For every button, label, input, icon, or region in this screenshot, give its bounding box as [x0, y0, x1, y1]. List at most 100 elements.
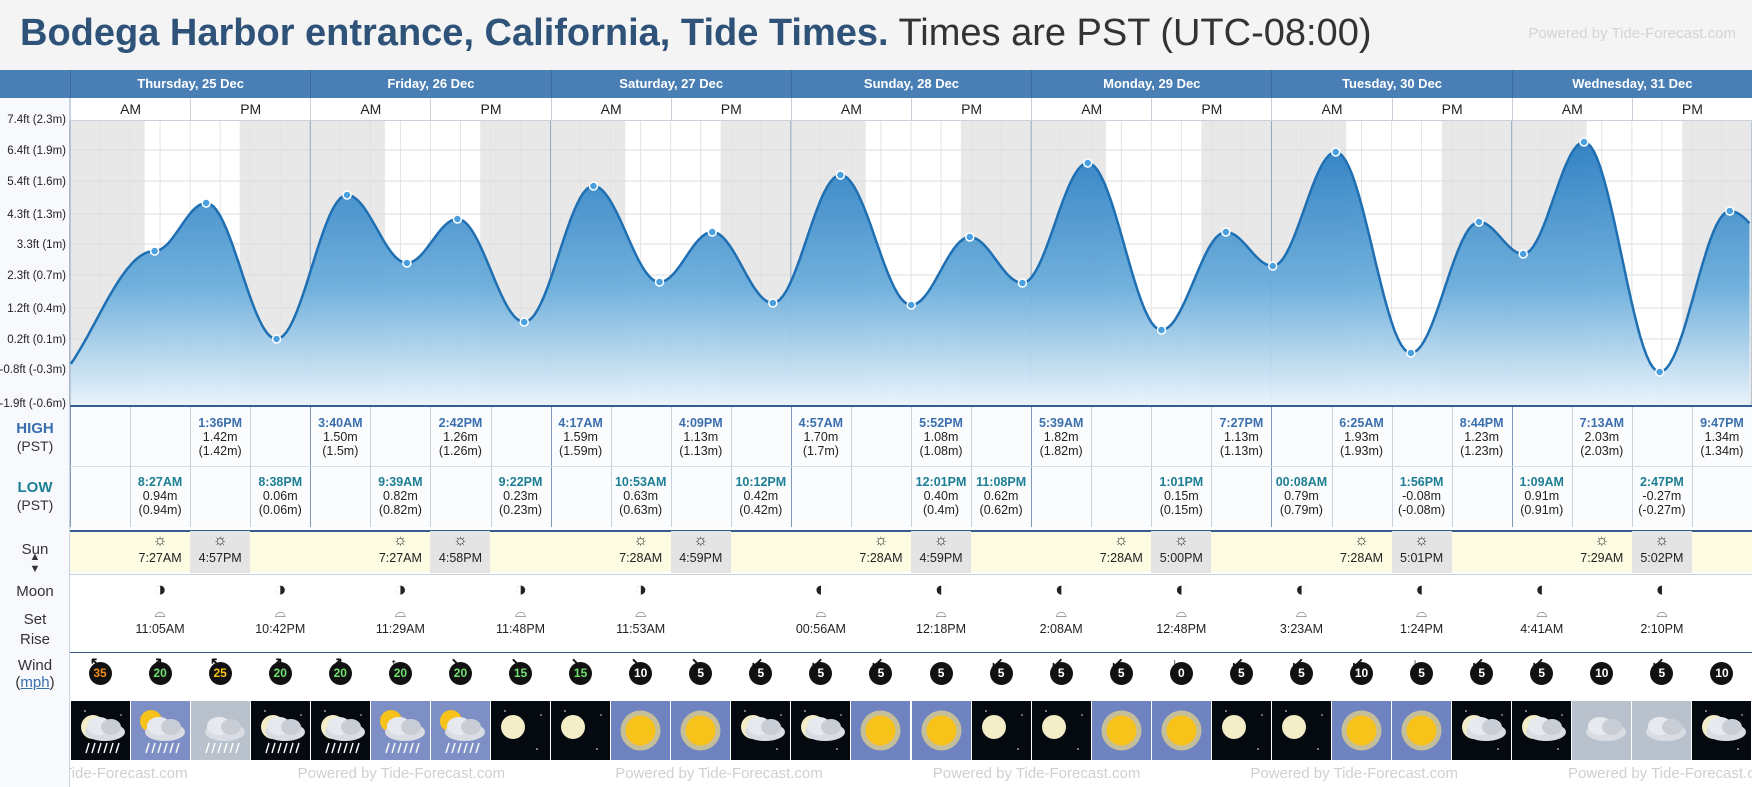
- powered-by-top[interactable]: Powered by Tide-Forecast.com: [1528, 25, 1736, 42]
- weather-day-rain-icon: [370, 701, 430, 760]
- daylight-band: [1105, 121, 1202, 405]
- weather-night-cloud-icon: [1452, 701, 1512, 760]
- pm-label: PM: [430, 98, 551, 121]
- daylight-band: [865, 121, 961, 405]
- sun-rise-cell: ☼ 7:28AM: [1099, 532, 1143, 565]
- low-tide-cell: 1:01PM 0.15m (0.15m): [1159, 475, 1204, 517]
- wind-unit-label: (mph): [15, 674, 55, 691]
- low-tide-cell: 8:27AM 0.94m (0.94m): [137, 475, 183, 517]
- column-divider: [1571, 407, 1573, 527]
- daylight-band: [1586, 121, 1683, 405]
- low-tide-cell: 9:39AM 0.82m (0.82m): [378, 475, 423, 517]
- weather-sun-icon: [1091, 701, 1151, 760]
- low-tide-cell: 1:56PM -0.08m (-0.08m): [1397, 475, 1446, 517]
- column-divider: [1271, 407, 1273, 527]
- tide-extreme-point: [588, 181, 599, 191]
- wind-cell: ↖ 35: [70, 656, 130, 692]
- tide-extreme-point: [519, 317, 529, 327]
- column-divider: [610, 407, 612, 527]
- wind-cell: ↖ 25: [190, 656, 250, 692]
- daylight-band: [625, 121, 721, 405]
- wind-cell: ↙ 5: [851, 656, 911, 692]
- column-divider: [310, 407, 312, 527]
- column-divider: [1691, 407, 1693, 527]
- wind-cell: ↓ 5: [1392, 656, 1452, 692]
- am-label: AM: [550, 98, 671, 121]
- wind-cell: ↗ 20: [250, 656, 310, 692]
- moon-set-cell: ◑ ⌓ 10:42PM: [255, 578, 306, 636]
- weather-night-cloud-icon: [1512, 701, 1572, 760]
- high-tide-cell: 4:57AM 1.70m (1.7m): [798, 416, 844, 458]
- rise-label: Rise: [19, 631, 50, 648]
- weather-night-clear-icon: [1211, 701, 1271, 760]
- weather-night-cloud-icon: [1692, 701, 1752, 760]
- low-sub-label: (PST): [16, 497, 54, 513]
- high-tide-cell: 8:44PM 1.23m (1.23m): [1459, 416, 1504, 458]
- column-divider: [70, 407, 71, 527]
- weather-night-rain-icon: [250, 701, 310, 760]
- column-divider: [190, 407, 192, 527]
- wind-cell: ↗ 20: [130, 656, 190, 692]
- weather-day-rain-icon: [430, 701, 490, 760]
- day-header: Tuesday, 30 Dec: [1271, 70, 1511, 98]
- sun-label: Sun: [21, 541, 49, 558]
- tide-area: [70, 142, 1750, 405]
- tide-extreme-point: [1017, 278, 1028, 288]
- high-tide-cell: 6:25AM 1.93m (1.93m): [1339, 416, 1384, 458]
- column-divider: [730, 407, 732, 527]
- day-header-bar: Thursday, 25 Dec Friday, 26 Dec Saturday, …: [0, 70, 1752, 98]
- moon-rise-cell: ◐ ⌓ 12:48PM: [1156, 578, 1207, 636]
- high-sub-label: (PST): [16, 438, 54, 454]
- wind-cell: ← 10: [1692, 656, 1752, 692]
- tide-extreme-point: [1156, 325, 1167, 335]
- wind-cell: ↙ 5: [1632, 656, 1692, 692]
- moon-set-cell: ◑ ⌓ 11:48PM: [495, 578, 546, 636]
- sun-set-cell: ☼ 4:59PM: [670, 531, 731, 573]
- weather-sun-icon: [611, 701, 671, 760]
- moon-rise-cell: ◐ ⌓ 12:18PM: [916, 578, 967, 636]
- wind-cell: ↙ 5: [1031, 656, 1091, 692]
- high-tide-cell: 7:13AM 2.03m (2.03m): [1579, 416, 1625, 458]
- sun-set-cell: ☼ 5:02PM: [1631, 531, 1692, 573]
- low-label: LOW: [17, 479, 53, 496]
- am-label: AM: [1511, 98, 1632, 121]
- moon-set-cell: ◐ ⌓ 4:41AM: [1520, 578, 1564, 636]
- weather-night-rain-icon: [310, 701, 370, 760]
- tide-extreme-point: [1474, 217, 1484, 227]
- set-label: Set: [23, 611, 47, 628]
- high-tide-cell: 1:36PM 1.42m (1.42m): [198, 416, 243, 458]
- wind-cell: ↙ 10: [1332, 656, 1392, 692]
- column-divider: [670, 407, 672, 527]
- high-tide-cell: 4:17AM 1.59m (1.59m): [558, 416, 603, 458]
- low-tide-cell: 10:53AM 0.63m (0.63m): [614, 475, 667, 517]
- page-title: Bodega Harbor entrance, California, Tide…: [20, 12, 1372, 54]
- column-divider: [1391, 407, 1393, 527]
- day-header: Sunday, 28 Dec: [790, 70, 1031, 98]
- wind-cell: ↘ 15: [551, 656, 611, 692]
- column-divider: [1511, 407, 1513, 527]
- wind-cell: ↙ 5: [1211, 656, 1271, 692]
- low-tide-cell: 8:38PM 0.06m (0.06m): [258, 475, 303, 517]
- wind-cell: ↙ 5: [1271, 656, 1331, 692]
- column-divider: [550, 407, 552, 527]
- weather-sun-icon: [1151, 701, 1211, 760]
- tide-extreme-point: [1082, 158, 1093, 168]
- moon-rise-cell: ◑ ⌓ 11:53AM: [616, 578, 666, 636]
- low-tide-cell: 9:22PM 0.23m (0.23m): [498, 475, 543, 517]
- weather-cloud-icon: [1572, 701, 1632, 760]
- column-divider: [430, 407, 432, 527]
- tide-line: [69, 140, 1751, 374]
- low-tide-cell: 10:12PM 0.42m (0.42m): [735, 475, 787, 517]
- pm-label: PM: [911, 98, 1032, 121]
- column-divider: [1331, 407, 1333, 527]
- am-label: AM: [70, 98, 191, 121]
- wind-cell: → 5: [911, 656, 971, 692]
- column-divider: [850, 407, 852, 527]
- column-divider: [1631, 407, 1633, 527]
- daylight-band: [144, 121, 240, 405]
- tide-extreme-point: [1267, 261, 1278, 271]
- pm-label: PM: [190, 98, 311, 121]
- high-tide-cell: 5:52PM 1.08m (1.08m): [919, 416, 963, 458]
- tide-extreme-point: [201, 198, 211, 208]
- mph-link[interactable]: mph: [20, 674, 50, 691]
